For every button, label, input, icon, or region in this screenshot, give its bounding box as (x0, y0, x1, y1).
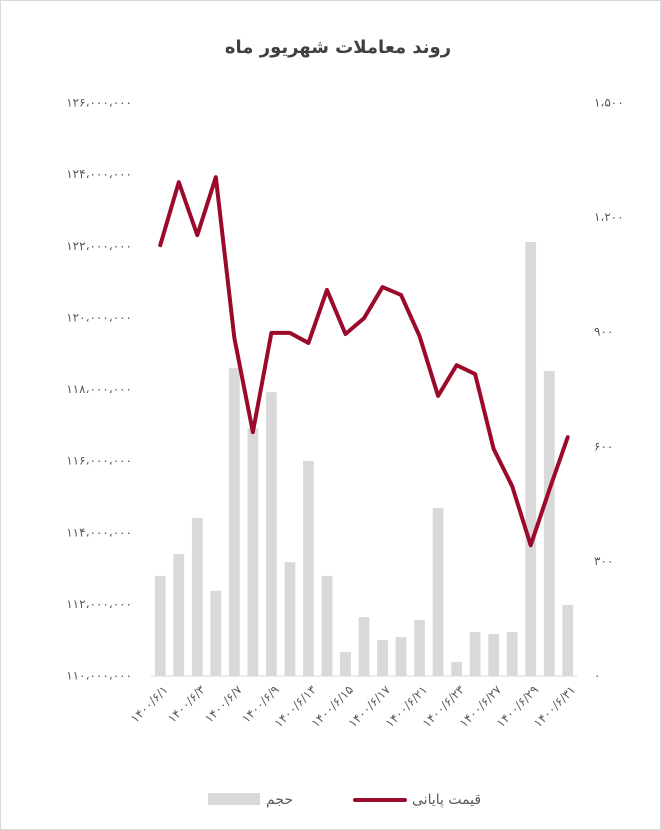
bar (210, 590, 222, 676)
bar (266, 392, 277, 676)
bar (488, 633, 500, 676)
y-tick-label: ۱۲۲،۰۰۰،۰۰۰ (66, 239, 132, 253)
bar (451, 661, 462, 676)
y2-tick-label: ۳۰۰ (594, 554, 613, 568)
bar (340, 651, 351, 676)
bar (562, 604, 574, 676)
bar (377, 640, 388, 676)
bar (395, 637, 407, 676)
bar (173, 554, 185, 676)
y-tick-label: ۱۲۰،۰۰۰،۰۰۰ (66, 310, 132, 324)
y-tick-label: ۱۱۰،۰۰۰،۰۰۰ (66, 669, 132, 683)
y-tick-label: ۱۲۶،۰۰۰،۰۰۰ (66, 96, 132, 110)
y-tick-label: ۱۱۴،۰۰۰،۰۰۰ (66, 525, 132, 539)
y2-tick-label: ۰ (594, 669, 600, 683)
bar (191, 517, 203, 676)
bar (414, 619, 425, 676)
legend-label: حجم (266, 792, 293, 808)
bar (469, 632, 481, 676)
legend-label: قیمت پایانی (412, 792, 481, 808)
bar (525, 242, 537, 676)
bar (284, 562, 296, 676)
bar (432, 507, 444, 676)
y2-tick-label: ۱،۵۰۰ (594, 96, 624, 110)
chart-title: روند معاملات شهریور ماه (225, 37, 451, 58)
y-tick-label: ۱۲۴،۰۰۰،۰۰۰ (66, 167, 132, 181)
bar (247, 428, 259, 676)
y-tick-label: ۱۱۸،۰۰۰،۰۰۰ (66, 382, 132, 396)
bar (358, 617, 370, 676)
bar (543, 371, 555, 676)
y2-tick-label: ۹۰۰ (594, 325, 613, 339)
bar (154, 575, 166, 676)
legend-swatch (208, 793, 260, 805)
bar (303, 460, 314, 676)
y2-tick-label: ۶۰۰ (594, 439, 613, 453)
y-tick-label: ۱۱۶،۰۰۰،۰۰۰ (66, 454, 132, 468)
y2-tick-label: ۱،۲۰۰ (594, 210, 624, 224)
price-line (158, 175, 570, 548)
bar (228, 368, 240, 676)
bar (506, 632, 518, 676)
y-tick-label: ۱۱۲،۰۰۰،۰۰۰ (66, 597, 132, 611)
bar (321, 575, 333, 676)
